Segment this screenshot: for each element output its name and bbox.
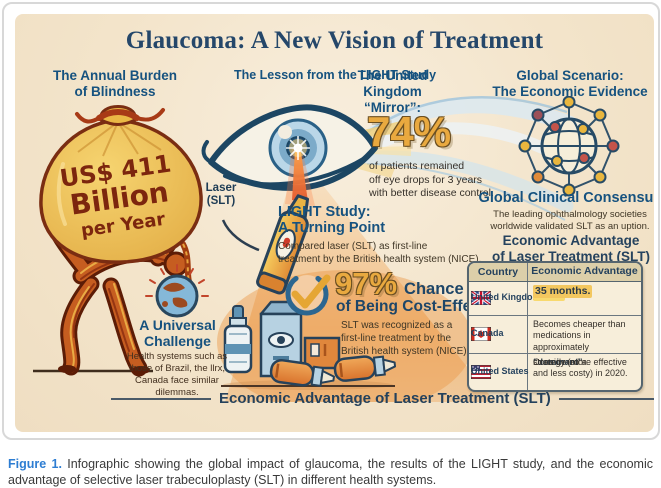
globe-network-icon (518, 96, 620, 197)
globe-icon (145, 264, 209, 318)
stat-74-percent: 74% (367, 108, 452, 155)
table-row: Canada Becomes cheaper than medications … (469, 315, 641, 354)
table-row: United Kingdom Savings of £451 per patie… (469, 281, 641, 316)
light-study-description: Compared laser (SLT) as first-line treat… (278, 241, 482, 265)
advantage-cell: Becomes cheaper than medications in appr… (533, 318, 626, 353)
figure-caption-label: Figure 1. (8, 456, 62, 471)
table-header-row: Country Economic Advantage (469, 263, 641, 282)
burden-figure-icon (46, 203, 190, 377)
light-study-heading: LIGHT Study: A Turning Point (278, 204, 386, 237)
figure-frame: Glaucoma: A New Vision of Treatment (2, 2, 660, 440)
figure-caption-text: Infographic showing the global impact of… (8, 456, 653, 487)
consensus-heading: Global Clinical Consensus (478, 190, 654, 206)
advantage-cell: Considered a “dominant” strategy (more e… (533, 356, 628, 379)
stat-97-row: 97% Chance (335, 266, 555, 302)
bag-text-line1: US$ 411 (58, 150, 173, 193)
laser-label-pointer (221, 219, 260, 252)
universal-challenge-heading: A Universal Challenge (139, 317, 216, 349)
infographic-panel: Glaucoma: A New Vision of Treatment (15, 14, 654, 432)
table-row: United States Considered a “dominant” st… (469, 353, 641, 390)
laser-beam (292, 150, 308, 202)
economic-advantage-table: Country Economic Advantage United Kingdo… (467, 261, 643, 392)
country-name: Canada (471, 328, 504, 339)
left-column-heading: The Annual Burden of Blindness (53, 68, 177, 99)
center-heading-line2: The Lesson from the LIGHT Study (233, 68, 437, 82)
money-bag-icon: US$ 411 Billion per Year (39, 105, 203, 264)
figure-caption: Figure 1. Infographic showing the global… (8, 456, 653, 488)
universal-challenge-body: Health systems such as those of Brazil, … (126, 351, 228, 399)
braid-icon (180, 241, 196, 308)
banner-rule-right (558, 397, 654, 400)
consensus-body: The leading ophthalmology societies worl… (490, 209, 650, 233)
country-name: United States (471, 365, 529, 376)
laser-beam-glow (285, 148, 315, 206)
country-name: United Kingdom (471, 292, 541, 303)
laser-impact-glow (286, 136, 310, 160)
right-column-heading: Global Scenario: The Economic Evidence (492, 68, 648, 99)
eye-icon (201, 104, 378, 191)
bag-text-line2: Billion (68, 175, 171, 221)
stat-97-suffix: Chance (404, 280, 464, 298)
bag-text-line3: per Year (80, 209, 167, 242)
center-heading-line1: The United Kingdom “Mirror”: (357, 68, 428, 115)
table-header-country: Country (469, 263, 528, 281)
checkmark-icon (285, 272, 331, 316)
banner-rule-left (111, 397, 211, 400)
stat-97-line2: of Being Cost-Effective (336, 298, 507, 315)
stat-97-description: SLT was recognized as a first-line treat… (341, 320, 470, 357)
economic-advantage-heading: Economic Advantage of Laser Treatment (S… (491, 233, 651, 264)
savings-period: 35 months. (533, 284, 593, 299)
banner-text: Economic Advantage of Laser Treatment (S… (219, 390, 551, 407)
table-header-advantage: Economic Advantage (531, 265, 638, 277)
stat-74-description: of patients remained off eye drops for 3… (369, 160, 494, 200)
laser-slt-label: Laser (SLT) (205, 182, 237, 208)
center-column-heading: The United Kingdom “Mirror”: The Lesson … (220, 68, 450, 115)
infographic-title: Glaucoma: A New Vision of Treatment (125, 27, 544, 54)
advantage-cell: Savings of £451 per patient in 35 months… (528, 282, 641, 315)
bottom-banner: Economic Advantage of Laser Treatment (S… (111, 390, 654, 407)
stat-97-percent: 97% (335, 266, 398, 301)
